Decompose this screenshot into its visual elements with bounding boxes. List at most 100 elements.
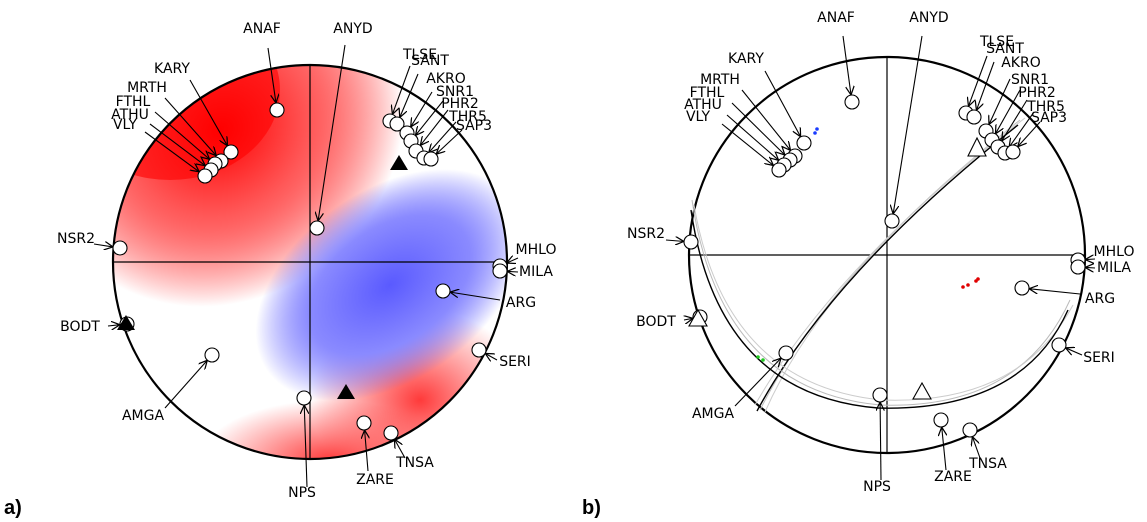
station-arrow [973,438,981,459]
t-axis-triangle [337,384,355,399]
station-label: TNSA [395,455,434,471]
station-akro-a: AKRO [399,71,466,141]
station-label: AKRO [426,71,466,87]
station-marker [1014,280,1030,296]
station-label: ATHU [111,107,149,123]
station-label: MRTH [127,80,167,96]
station-arrow [1018,121,1041,146]
station-label: MILA [1097,260,1131,276]
station-nsr2-b: NSR2 [627,226,699,250]
station-arrow [154,111,209,159]
station-arrow [969,55,988,105]
station-label: ZARE [934,469,972,485]
station-arrow [1010,111,1035,146]
station-label: MILA [519,264,553,280]
station-label: VLY [686,109,711,125]
station-marker [492,263,508,279]
station-label: KARY [728,51,764,67]
station-sap3-b: SAP3 [1005,110,1067,160]
station-arrow [416,100,444,135]
p-axis-open-triangle [967,136,987,157]
station-arrow [1066,348,1083,356]
station-snr1-b: SNR1 [984,72,1049,148]
station-marker [1051,337,1067,353]
station-marker [435,283,451,299]
station-anyd-a: ANYD [309,21,373,236]
station-marker [383,425,399,441]
station-arrow [996,89,1021,133]
station-arrow [1030,289,1081,295]
station-arrow [304,406,307,488]
station-anaf-b: ANAF [817,10,860,110]
station-label: BODT [636,314,676,330]
station-arrow [365,431,368,472]
station-sant-b: SANT [966,41,1024,125]
station-label: SERI [499,354,531,370]
station-label: NPS [863,479,891,495]
station-label: PHR2 [441,96,479,112]
station-marker [471,342,487,358]
t-axis-open-triangle [912,381,932,400]
station-marker [933,412,949,428]
station-arrow [726,114,778,160]
station-marker [423,151,439,167]
station-marker [356,415,372,431]
station-arrow [508,271,519,272]
red-dot [976,277,980,281]
station-marker [112,240,128,256]
station-arrow [893,35,923,213]
station-vly-a: VLY [113,117,213,184]
station-phr2-b: PHR2 [990,85,1056,155]
station-arrow [189,79,227,145]
red-dot [961,285,965,289]
station-arrow [411,91,433,126]
station-label: NSR2 [57,231,95,247]
station-marker [389,116,405,132]
red-dot [966,283,970,287]
station-label: TLSE [402,47,437,63]
station-arrow [93,244,112,247]
station-marker [1005,144,1021,160]
station-label: SAP3 [1031,110,1067,126]
station-marker [683,234,699,250]
station-tnsa-a: TNSA [383,425,434,471]
station-label: SANT [411,53,449,69]
station-arrow [144,131,199,171]
station-label: SAP3 [456,118,492,134]
station-label: BODT [60,319,100,335]
station-arrow [721,123,773,165]
panel-b-label: b) [582,497,601,519]
station-seri-a: SERI [471,342,531,370]
blue-dot [813,131,817,135]
station-label: MHLO [516,242,557,258]
station-arrow [107,325,119,326]
station-label: ANAF [243,21,281,37]
station-arrow [429,121,457,152]
station-arrow [764,70,800,136]
station-label: ANYD [333,21,372,37]
station-marker [771,162,787,178]
station-label: AMGA [692,406,735,422]
station-amga-a: AMGA [122,347,220,424]
station-arrow [977,61,995,109]
station-label: NPS [288,485,316,501]
station-label: FTHL [116,94,151,110]
station-seri-b: SERI [1051,337,1115,366]
station-label: ARG [506,295,536,311]
station-arrow [942,428,946,471]
station-anyd-b: ANYD [884,10,949,229]
blue-dot [815,127,819,131]
station-arrow [731,102,784,154]
station-nps-a: NPS [288,390,316,501]
station-label: AKRO [1001,55,1041,71]
station-zare-a: ZARE [356,415,394,488]
station-label: MHLO [1094,244,1135,260]
station-marker [309,220,325,236]
green-dot [756,355,760,359]
green-dot [761,358,765,362]
station-arg-a: ARG [435,283,536,311]
station-marker [962,422,978,438]
station-arrow [1002,99,1028,140]
panel-a: ANAF ANYDKARYMRTHFTHLATHUVLYTLSESANTAKROS… [4,21,557,519]
